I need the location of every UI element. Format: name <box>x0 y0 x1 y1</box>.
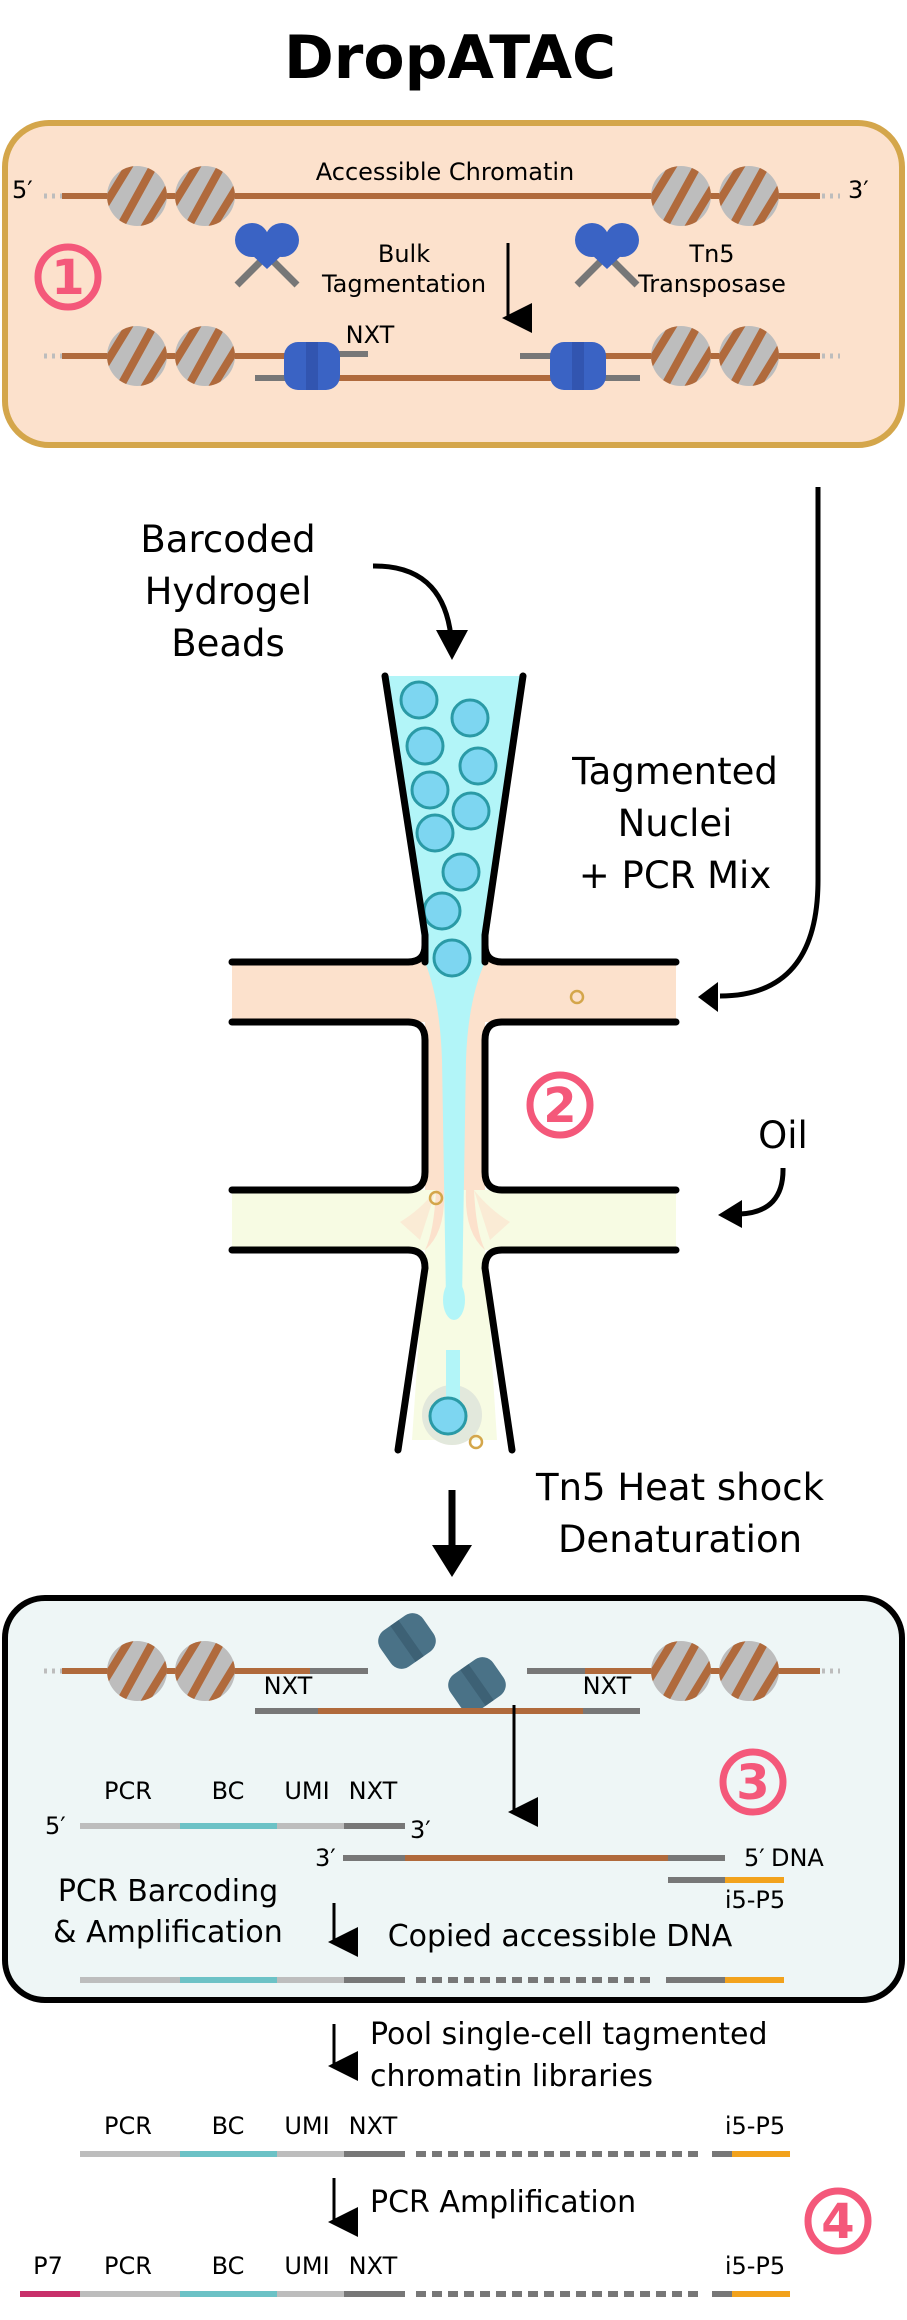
amplification-label: & Amplification <box>53 1915 283 1950</box>
pcr-amplification-label: PCR Amplification <box>370 2185 636 2220</box>
bead-icon <box>410 770 450 810</box>
denaturation-label: Denaturation <box>558 1518 802 1561</box>
nxt-label: NXT <box>346 321 395 349</box>
i5p5-label: i5-P5 <box>725 2112 785 2140</box>
umi-label: UMI <box>284 1777 329 1805</box>
tn5-released-icon <box>378 1613 436 1669</box>
pcr-label: PCR <box>104 1777 152 1805</box>
step-1-number: 1 <box>51 250 84 306</box>
tagmented-label: Tagmented <box>571 750 778 793</box>
i5p5-label: i5-P5 <box>725 1886 785 1914</box>
bead-icon <box>422 891 462 931</box>
panel-bulk-tagmentation: 5′ 3′ Accessible Chromatin 1 Bulk Tagmen… <box>2 120 905 448</box>
three-prime-label: 3′ <box>410 1816 431 1844</box>
nxt-right-label: NXT <box>583 1672 632 1700</box>
microfluidic-chip-walls <box>228 672 680 1454</box>
bead-icon <box>415 813 455 853</box>
dna-label: DNA <box>771 1844 824 1872</box>
umi-label: UMI <box>284 2252 329 2280</box>
step-3-number: 3 <box>736 1755 769 1811</box>
pcr-label: PCR <box>104 2112 152 2140</box>
oil-arrow <box>739 1167 786 1217</box>
three-prime-label: 3′ <box>848 176 869 204</box>
pcr-label: PCR <box>104 2252 152 2280</box>
step-3-badge <box>719 1748 787 1816</box>
libraries-label: chromatin libraries <box>370 2059 653 2094</box>
tn5-released-icon <box>448 1657 506 1713</box>
nucleus-icon <box>428 1190 444 1206</box>
panel-library-pooling: Pool single-cell tagmented chromatin lib… <box>20 2017 872 2297</box>
p7-label: P7 <box>33 2252 63 2280</box>
bead-icon <box>432 938 472 978</box>
step-2-badge <box>526 1071 594 1139</box>
bulk-label: Bulk <box>378 240 430 268</box>
nucleus-icon <box>569 989 585 1005</box>
tn5-bound-icon <box>550 342 606 390</box>
transposase-label: Transposase <box>637 270 786 298</box>
panel-microfluidic-encapsulation: 2 Barcoded Hydrogel Beads Tagmented Nucl… <box>140 487 825 1577</box>
pcr-mix-label: + PCR Mix <box>579 854 771 897</box>
five-prime-label: 5′ <box>45 1812 66 1840</box>
oil-label: Oil <box>758 1114 808 1157</box>
heat-shock-label: Tn5 Heat shock <box>535 1466 825 1509</box>
beads-arrow <box>372 563 455 653</box>
tn5-label: Tn5 <box>688 240 734 268</box>
bead-icon <box>450 698 490 738</box>
bc-label: BC <box>212 2252 245 2280</box>
step-4-badge <box>804 2187 872 2255</box>
beads-label: Beads <box>171 622 285 665</box>
five-prime-label: 5′ <box>744 1844 765 1872</box>
step-1-badge <box>34 243 102 311</box>
nuclei-arrow <box>719 487 821 999</box>
bead-icon <box>451 791 491 831</box>
tn5-bound-icon <box>284 342 340 390</box>
nxt-label: NXT <box>349 1777 398 1805</box>
bead-icon <box>458 746 498 786</box>
pool-label: Pool single-cell tagmented <box>370 2017 768 2052</box>
panel-barcoding: NXT NXT 3 PCR BC UMI NXT 5′ 3′ 3′ 5′ DNA… <box>2 1595 905 2003</box>
i5p5-label: i5-P5 <box>725 2252 785 2280</box>
accessible-chromatin-label: Accessible Chromatin <box>316 158 575 186</box>
encapsulated-nucleus-icon <box>468 1434 484 1450</box>
bead-icon <box>405 726 445 766</box>
nuclei-label: Nuclei <box>618 802 733 845</box>
three-prime-label: 3′ <box>315 1844 336 1872</box>
nxt-label: NXT <box>349 2252 398 2280</box>
bead-icon <box>441 852 481 892</box>
page-title: DropATAC <box>284 23 616 93</box>
bc-label: BC <box>212 2112 245 2140</box>
step-2-number: 2 <box>543 1078 576 1134</box>
barcoded-label: Barcoded <box>140 518 315 561</box>
tagmentation-label: Tagmentation <box>321 270 486 298</box>
bead-icon <box>399 680 439 720</box>
bc-label: BC <box>212 1777 245 1805</box>
copied-dna-label: Copied accessible DNA <box>388 1919 733 1954</box>
five-prime-label: 5′ <box>12 176 33 204</box>
pcr-barcoding-label: PCR Barcoding <box>58 1874 278 1909</box>
hydrogel-label: Hydrogel <box>145 570 312 613</box>
nxt-label: NXT <box>349 2112 398 2140</box>
umi-label: UMI <box>284 2112 329 2140</box>
encapsulated-bead-icon <box>428 1396 468 1436</box>
step-4-number: 4 <box>821 2194 854 2250</box>
nxt-left-label: NXT <box>264 1672 313 1700</box>
